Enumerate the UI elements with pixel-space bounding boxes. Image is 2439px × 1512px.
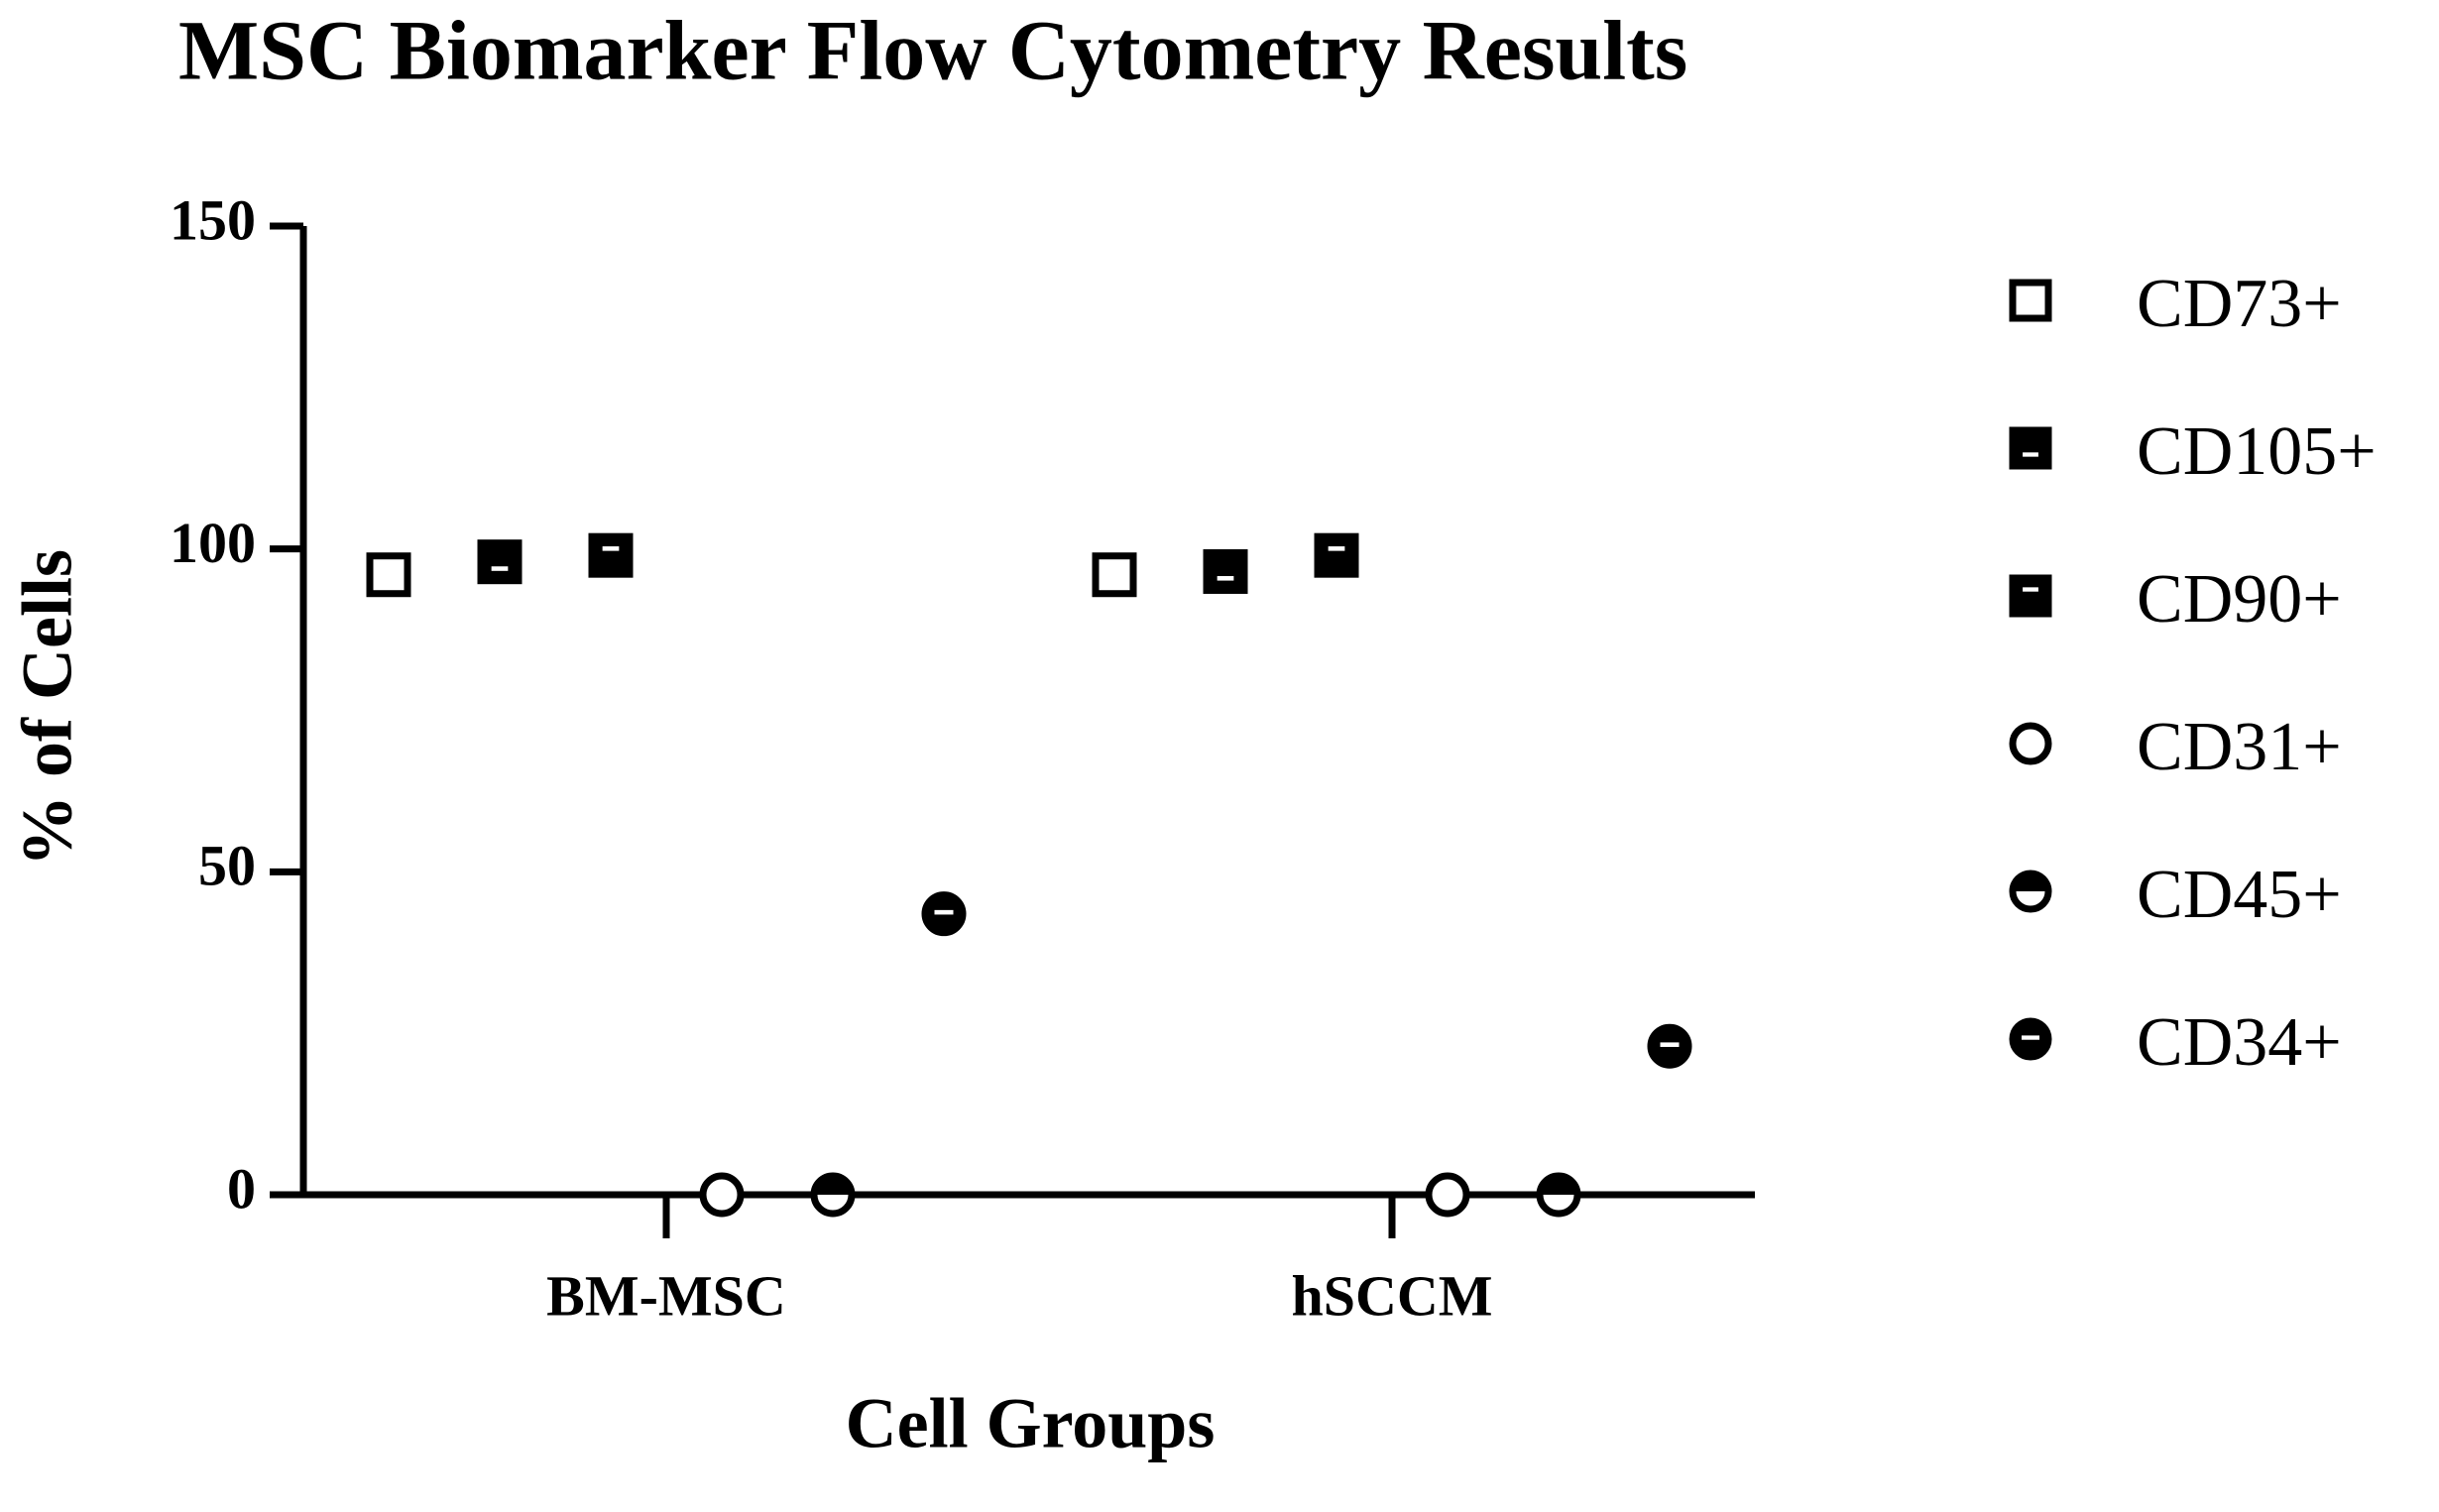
- data-point: [1203, 548, 1248, 594]
- marker-part: [1217, 576, 1234, 581]
- x-axis-label: Cell Groups: [846, 1384, 1216, 1463]
- data-point: [588, 532, 634, 578]
- data-point: [477, 539, 523, 585]
- marker-part: [2022, 1035, 2039, 1040]
- marker-part: [1425, 1172, 1470, 1218]
- data-point: [1314, 532, 1359, 578]
- legend-label: CD34+: [2137, 1004, 2342, 1081]
- data-point: [810, 1172, 856, 1218]
- data-point: [699, 1172, 745, 1218]
- data-point: [1536, 1172, 1581, 1218]
- marker-part: [491, 566, 509, 571]
- legend-marker: [2009, 426, 2052, 470]
- marker-part: [477, 539, 523, 585]
- marker-part: [699, 1172, 745, 1218]
- data-point: [1425, 1172, 1470, 1218]
- chart-title: MSC Biomarker Flow Cytometry Results: [178, 3, 1687, 98]
- data-point: [366, 552, 411, 598]
- marker-part: [2023, 587, 2038, 592]
- marker-part: [2009, 722, 2052, 765]
- marker-part: [2013, 873, 2048, 891]
- y-tick-label: 50: [198, 834, 256, 898]
- legend-marker: [2009, 574, 2052, 618]
- marker-part: [1203, 548, 1248, 594]
- legend-marker: [2009, 1017, 2052, 1061]
- legend-label: CD105+: [2137, 413, 2377, 490]
- data-point: [1092, 552, 1137, 598]
- marker-part: [1540, 1176, 1577, 1195]
- data-point: [1647, 1023, 1692, 1069]
- legend-label: CD73+: [2137, 266, 2342, 342]
- marker-part: [814, 1176, 852, 1195]
- legend-label: CD90+: [2137, 561, 2342, 638]
- y-tick-label: 150: [170, 187, 256, 252]
- x-tick-label: hSCCM: [1291, 1263, 1492, 1328]
- marker-part: [934, 909, 954, 915]
- marker-part: [366, 552, 411, 598]
- marker-part: [1328, 546, 1345, 551]
- marker-part: [2023, 452, 2038, 457]
- marker-part: [1092, 552, 1137, 598]
- legend-label: CD45+: [2137, 857, 2342, 933]
- data-point: [921, 891, 967, 937]
- y-axis-label: % of Cells: [8, 549, 87, 867]
- marker-part: [1660, 1042, 1680, 1047]
- marker-part: [1314, 532, 1359, 578]
- y-tick-label: 0: [227, 1156, 256, 1221]
- marker-part: [602, 546, 620, 551]
- legend-marker: [2009, 870, 2052, 913]
- y-tick-label: 100: [170, 511, 256, 575]
- marker-part: [2009, 574, 2052, 618]
- marker-part: [2009, 426, 2052, 470]
- marker-part: [588, 532, 634, 578]
- legend-marker: [2009, 722, 2052, 765]
- marker-part: [2009, 279, 2052, 322]
- x-tick-label: BM-MSC: [546, 1263, 786, 1328]
- legend-marker: [2009, 279, 2052, 322]
- legend-label: CD31+: [2137, 709, 2342, 785]
